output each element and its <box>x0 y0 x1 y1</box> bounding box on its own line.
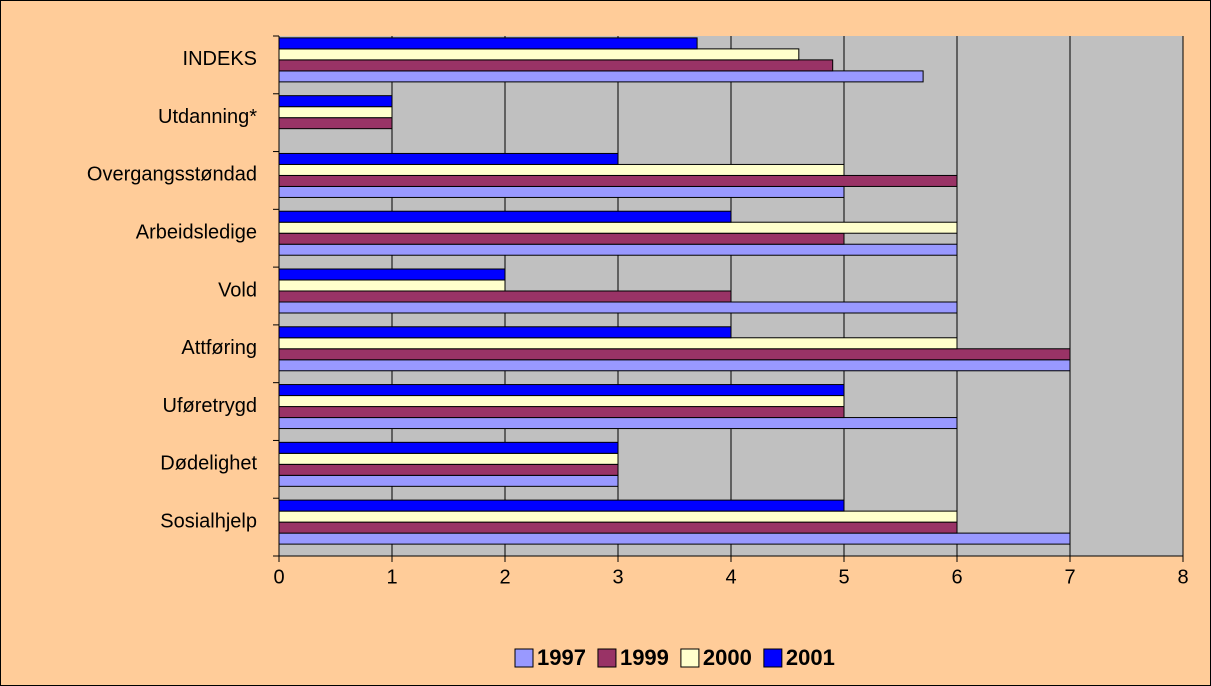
legend-swatch <box>514 648 534 668</box>
legend-label: 1999 <box>620 645 669 670</box>
legend-swatch <box>597 648 617 668</box>
bar <box>278 48 800 61</box>
x-tick-label: 2 <box>499 566 510 588</box>
bar <box>278 174 958 187</box>
bar <box>278 70 924 83</box>
bar <box>278 384 845 397</box>
x-tick-label: 7 <box>1064 566 1075 588</box>
bar <box>278 221 958 234</box>
bar <box>278 441 619 454</box>
bar <box>278 59 834 72</box>
bar <box>278 337 958 350</box>
bar <box>278 532 1071 545</box>
y-tick-label: Vold <box>218 279 257 301</box>
bar <box>278 301 958 314</box>
y-tick-label: Attføring <box>181 337 257 359</box>
bar <box>278 499 845 512</box>
bar <box>278 417 958 430</box>
bar <box>278 359 1071 372</box>
bar <box>278 326 732 339</box>
y-tick-label: Sosialhjelp <box>160 510 257 532</box>
legend-label: 2001 <box>786 645 835 670</box>
bar <box>278 95 393 108</box>
legend-label: 1997 <box>537 645 586 670</box>
bar <box>278 185 845 198</box>
x-tick-label: 6 <box>951 566 962 588</box>
y-tick-label: Utdanning* <box>158 106 257 128</box>
y-tick-label: Arbeidsledige <box>136 222 257 244</box>
bar <box>278 279 506 292</box>
x-tick-label: 5 <box>838 566 849 588</box>
legend-label: 2000 <box>703 645 752 670</box>
bar <box>278 521 958 534</box>
y-tick-label: Uføretrygd <box>163 395 257 417</box>
bar <box>278 395 845 408</box>
x-tick-label: 8 <box>1177 566 1188 588</box>
x-tick-label: 0 <box>273 566 284 588</box>
bar <box>278 474 619 487</box>
legend-swatch <box>763 648 783 668</box>
legend-swatch <box>680 648 700 668</box>
y-tick-label: Overgangsstøndad <box>87 164 257 186</box>
bar <box>278 452 619 465</box>
bar <box>278 37 698 50</box>
bar <box>278 510 958 523</box>
bar <box>278 290 732 303</box>
x-tick-label: 3 <box>612 566 623 588</box>
bar <box>278 268 506 281</box>
bar <box>278 163 845 176</box>
bar <box>278 106 393 119</box>
bar <box>278 117 393 130</box>
y-tick-label: INDEKS <box>183 48 257 70</box>
bar <box>278 406 845 419</box>
bar <box>278 463 619 476</box>
bar <box>278 152 619 165</box>
bar <box>278 243 958 256</box>
bar <box>278 232 845 245</box>
y-tick-label: Dødelighet <box>160 453 257 475</box>
x-tick-label: 1 <box>386 566 397 588</box>
bar <box>278 210 732 223</box>
x-tick-label: 4 <box>725 566 736 588</box>
bar <box>278 348 1071 361</box>
